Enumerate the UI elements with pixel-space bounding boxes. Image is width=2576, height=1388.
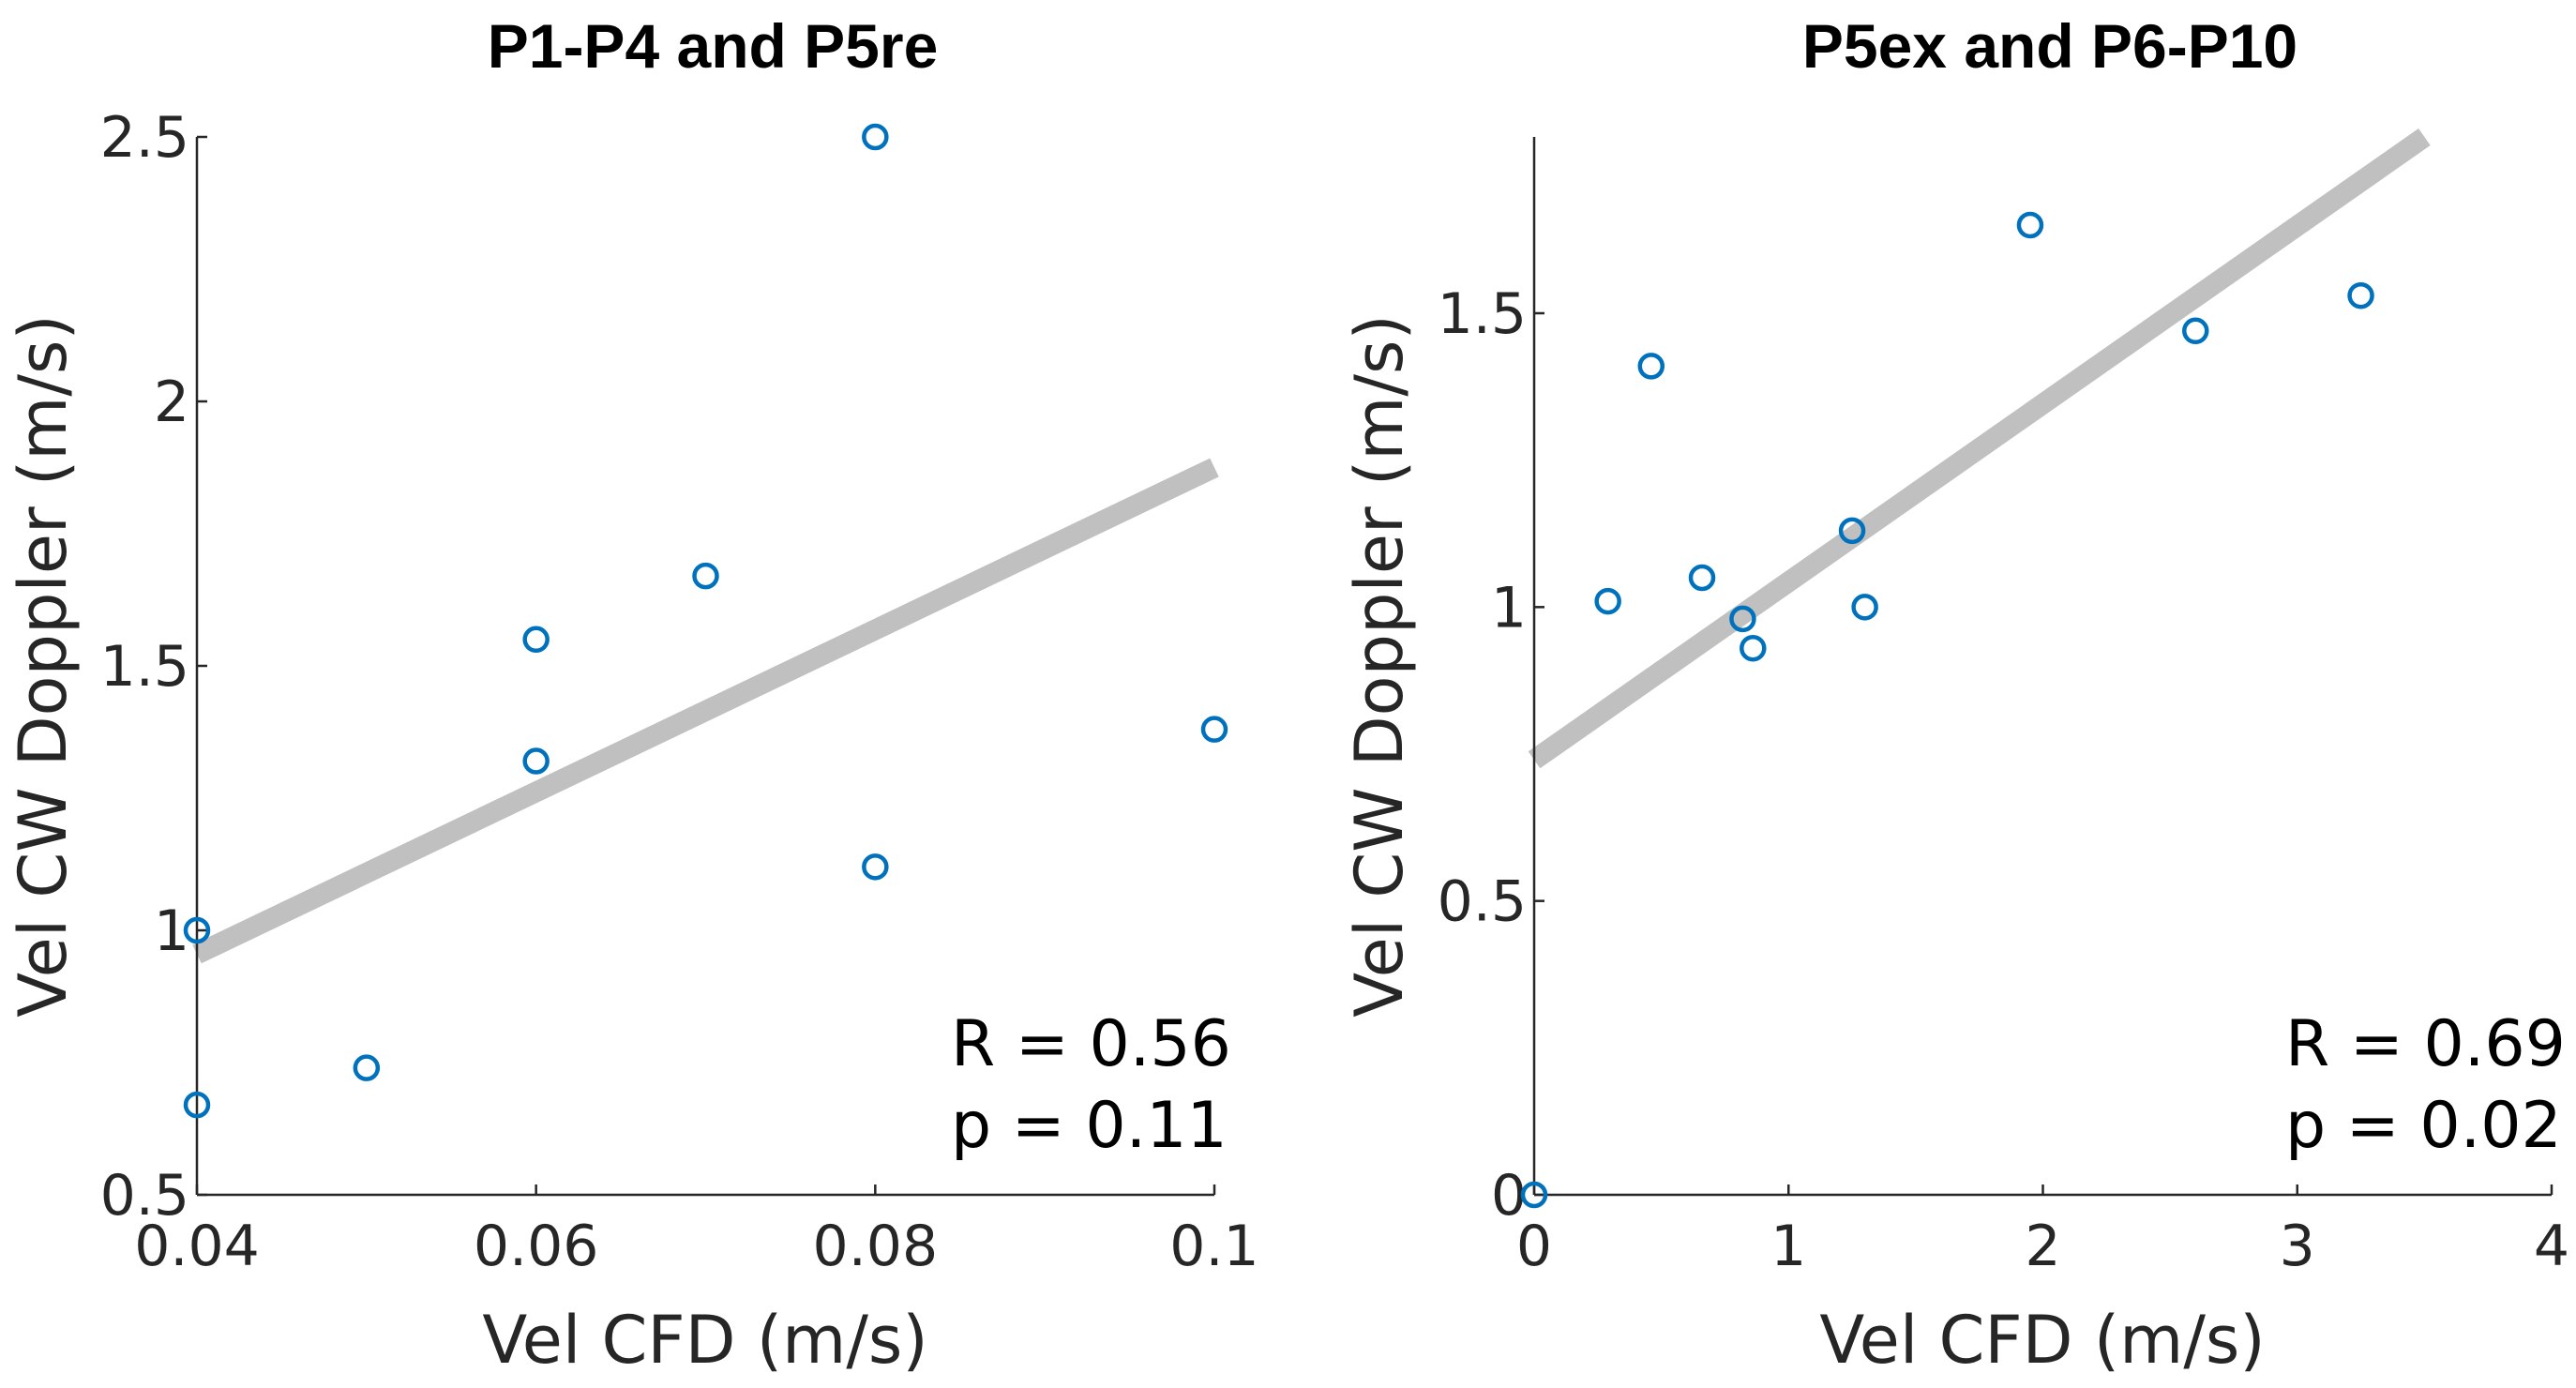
right-data-point — [1851, 594, 1878, 621]
left-data-point — [522, 626, 550, 654]
right-r-annotation: R = 0.69 — [2285, 1007, 2566, 1081]
left-data-points — [183, 123, 1228, 1119]
right-x-tick-label: 0 — [1516, 1214, 1552, 1279]
right-y-ticks: 0 0.5 1 1.5 — [1438, 281, 1544, 1229]
right-data-point — [2347, 281, 2374, 309]
left-y-tick-label: 0.5 — [100, 1163, 189, 1229]
right-x-axis-label: Vel CFD (m/s) — [1819, 1302, 2265, 1379]
left-data-point — [522, 747, 550, 775]
right-data-point — [1838, 517, 1866, 545]
right-data-point — [1594, 587, 1621, 615]
left-data-point — [353, 1054, 381, 1081]
right-data-point — [1688, 564, 1716, 592]
left-data-point — [692, 562, 719, 590]
left-y-ticks: 0.5 1 1.5 2 2.5 — [100, 105, 207, 1229]
right-y-tick-label: 1 — [1491, 575, 1527, 641]
left-x-ticks: 0.04 0.06 0.08 0.1 — [134, 1184, 1259, 1279]
left-chart-panel: P1-P4 and P5re 0.511.522.5 0.04 0.06 0.08 0… — [5, 11, 1259, 1379]
right-chart-panel: P5ex and P6-P10 0 0.5 1 1.5 0 1 2 3 4 Vel CFD (… — [1341, 11, 2569, 1379]
left-data-point — [862, 853, 889, 881]
right-x-tick-label: 3 — [2280, 1214, 2315, 1279]
left-data-point — [862, 123, 889, 151]
right-x-tick-label: 4 — [2534, 1214, 2569, 1279]
left-data-point — [183, 1091, 211, 1119]
left-y-tick-label: 2.5 — [100, 105, 189, 171]
left-x-tick-label: 0.1 — [1169, 1214, 1258, 1279]
right-fit-line-group — [1528, 128, 2431, 769]
left-fit-line — [192, 458, 1219, 964]
left-y-tick-label: 2 — [154, 370, 189, 435]
left-y-axis-label: Vel CW Doppler (m/s) — [5, 314, 82, 1018]
left-x-tick-label: 0.06 — [474, 1214, 599, 1279]
right-data-point — [1740, 634, 1767, 662]
right-y-tick-label: 0 — [1491, 1163, 1527, 1229]
left-x-tick-label: 0.08 — [813, 1214, 939, 1279]
left-fit-line-group — [192, 458, 1219, 964]
left-y-tick-label: 1 — [154, 898, 189, 964]
left-y-tick-label: 1.5 — [100, 634, 189, 700]
right-data-point — [2182, 317, 2209, 345]
right-x-tick-label: 1 — [1770, 1214, 1806, 1279]
right-y-tick-label: 0.5 — [1438, 869, 1527, 935]
right-data-point — [1729, 605, 1756, 633]
left-data-point — [183, 916, 211, 944]
right-data-point — [2016, 211, 2044, 239]
left-p-annotation: p = 0.11 — [951, 1089, 1228, 1163]
right-y-axis-label: Vel CW Doppler (m/s) — [1341, 314, 1418, 1018]
right-data-point — [1637, 353, 1665, 380]
right-fit-line — [1528, 128, 2431, 769]
left-data-point — [1200, 716, 1228, 743]
right-y-tick-label: 1.5 — [1438, 281, 1527, 347]
right-x-ticks: 0 1 2 3 4 — [1516, 1184, 2569, 1279]
left-x-tick-label: 0.04 — [134, 1214, 260, 1279]
right-p-annotation: p = 0.02 — [2285, 1089, 2562, 1163]
right-data-point — [1520, 1181, 1548, 1209]
left-r-annotation: R = 0.56 — [951, 1007, 1231, 1081]
left-chart-title: P1-P4 and P5re — [488, 11, 939, 81]
right-data-points — [1520, 211, 2374, 1209]
right-chart-title: P5ex and P6-P10 — [1802, 11, 2297, 81]
left-x-axis-label: Vel CFD (m/s) — [482, 1302, 927, 1379]
right-x-tick-label: 2 — [2025, 1214, 2060, 1279]
